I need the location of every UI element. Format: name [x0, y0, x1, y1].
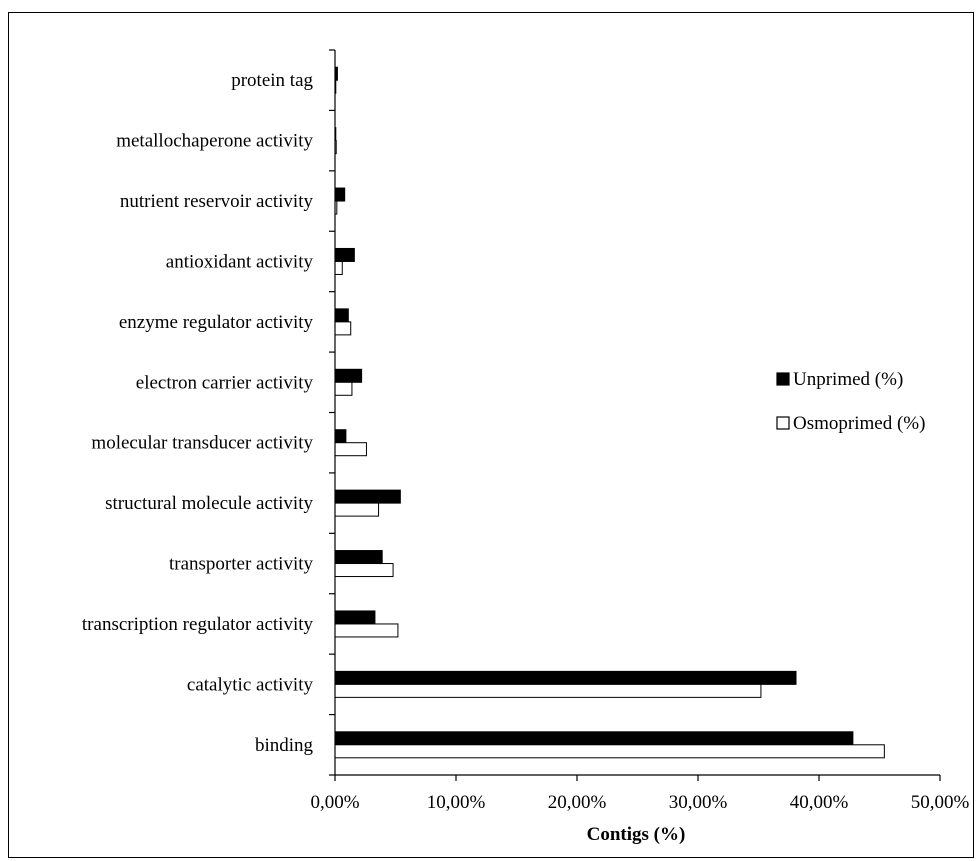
- x-tick-label: 0,00%: [310, 792, 359, 813]
- bar-osmoprimed-2: [334, 623, 399, 638]
- x-tick-label: 30,00%: [669, 792, 728, 813]
- legend-label-osmoprimed: Osmoprimed (%): [793, 413, 925, 434]
- bar-osmoprimed-7: [334, 321, 352, 336]
- bar-osmoprimed-6: [334, 381, 353, 396]
- category-label: enzyme regulator activity: [119, 312, 314, 333]
- legend: Unprimed (%) Osmoprimed (%): [776, 369, 925, 434]
- x-tick-label: 20,00%: [548, 792, 607, 813]
- category-label: catalytic activity: [187, 674, 314, 695]
- category-label: binding: [255, 735, 314, 756]
- legend-swatch-osmoprimed: [776, 416, 790, 430]
- category-label: transcription regulator activity: [82, 614, 314, 635]
- x-tick-label: 10,00%: [427, 792, 486, 813]
- bar-osmoprimed-8: [334, 260, 343, 275]
- bar-osmoprimed-4: [334, 502, 380, 517]
- category-label: antioxidant activity: [166, 251, 314, 272]
- axes-group: [329, 49, 941, 781]
- x-tick-label: 50,00%: [911, 792, 970, 813]
- category-label: protein tag: [231, 70, 313, 91]
- bar-unprimed-1: [334, 670, 797, 685]
- x-axis-title: Contigs (%): [587, 824, 686, 845]
- bar-unprimed-3: [334, 550, 383, 565]
- bar-unprimed-6: [334, 368, 363, 383]
- bar-osmoprimed-3: [334, 563, 394, 578]
- tick-labels: 0,00% 10,00% 20,00% 30,00% 40,00% 50,00%: [310, 792, 969, 813]
- category-label: molecular transducer activity: [91, 433, 313, 454]
- legend-swatch-unprimed: [776, 372, 790, 386]
- chart-frame: [8, 12, 974, 858]
- bar-unprimed-8: [334, 247, 355, 262]
- bar-unprimed-9: [334, 187, 346, 202]
- category-label: metallochaperone activity: [116, 131, 313, 152]
- legend-label-unprimed: Unprimed (%): [793, 369, 903, 390]
- x-tick-label: 40,00%: [790, 792, 849, 813]
- category-label: electron carrier activity: [136, 372, 314, 393]
- bar-osmoprimed-0: [334, 744, 885, 759]
- category-labels: binding catalytic activity transcription r…: [82, 70, 314, 756]
- category-label: transporter activity: [169, 554, 314, 575]
- bar-unprimed-4: [334, 489, 401, 504]
- bar-osmoprimed-1: [334, 683, 762, 698]
- bars-group: [334, 66, 885, 759]
- category-label: nutrient reservoir activity: [120, 191, 314, 212]
- bar-unprimed-2: [334, 610, 376, 625]
- bar-osmoprimed-5: [334, 442, 367, 457]
- category-label: structural molecule activity: [105, 493, 313, 514]
- bar-unprimed-0: [334, 731, 854, 746]
- bar-unprimed-7: [334, 308, 349, 323]
- bar-unprimed-5: [334, 429, 347, 444]
